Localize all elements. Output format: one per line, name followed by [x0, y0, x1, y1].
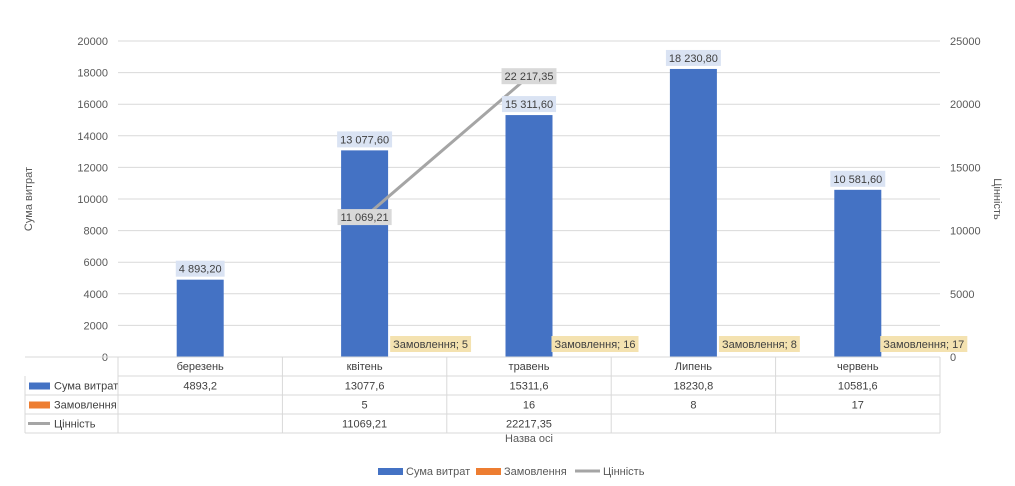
- bar: [176, 279, 224, 357]
- y-tick-label: 8000: [84, 226, 108, 238]
- y-tick-label: 10000: [77, 194, 108, 206]
- y2-tick-label: 20000: [950, 99, 981, 111]
- category-label: Липень: [675, 361, 713, 373]
- data-label-text: 11 069,21: [341, 212, 389, 224]
- data-label-text: 10 581,60: [833, 174, 882, 186]
- data-label-box: [175, 260, 225, 277]
- category-label: травень: [509, 361, 550, 373]
- legend-label: Сума витрат: [406, 466, 470, 478]
- table-cell: 15311,6: [510, 381, 549, 393]
- category-label: квітень: [347, 361, 383, 373]
- data-label-box: [390, 336, 472, 352]
- bar: [834, 189, 882, 357]
- legend-label: Цінність: [603, 466, 645, 478]
- y2-axis-title: Цінність: [991, 178, 1003, 220]
- data-label-box: [501, 96, 557, 113]
- table-cell: 22217,35: [506, 419, 552, 431]
- data-label-box: [337, 209, 392, 226]
- y-tick-label: 0: [102, 352, 108, 364]
- data-label: Замовлення; 5: [390, 336, 472, 352]
- data-label: 13 077,60: [337, 131, 393, 148]
- y-tick-label: 12000: [77, 162, 108, 174]
- data-label-text: 18 230,80: [669, 53, 718, 65]
- data-label-text: 22 217,35: [505, 71, 554, 83]
- table-series-name: Цінність: [54, 419, 96, 431]
- y-tick-label: 4000: [84, 289, 108, 301]
- data-label: Замовлення; 8: [718, 336, 800, 352]
- y2-tick-label: 25000: [950, 36, 981, 48]
- data-label: Замовлення; 16: [551, 336, 639, 352]
- y-tick-label: 6000: [84, 257, 108, 269]
- data-label-text: Замовлення; 16: [554, 339, 635, 351]
- y2-tick-label: 0: [950, 352, 956, 364]
- legend-label: Замовлення: [504, 466, 567, 478]
- y2-tick-label: 5000: [950, 289, 974, 301]
- data-label-box: [551, 336, 639, 352]
- table-cell: 18230,8: [674, 381, 714, 393]
- y-tick-label: 14000: [77, 131, 108, 143]
- bar: [505, 115, 553, 357]
- data-label-text: Замовлення; 5: [393, 339, 468, 351]
- table-series-name: Сума витрат: [54, 381, 118, 393]
- data-label-text: Замовлення; 8: [722, 339, 797, 351]
- legend-key: [378, 468, 403, 475]
- y2-tick-label: 10000: [950, 226, 981, 238]
- y-tick-label: 2000: [84, 320, 108, 332]
- data-label-box: [337, 131, 393, 148]
- data-label-text: 13 077,60: [340, 134, 389, 146]
- data-label-box: [880, 336, 968, 352]
- table-cell: 5: [362, 400, 368, 412]
- bar: [669, 68, 717, 357]
- data-label: 22 217,35: [501, 68, 557, 85]
- data-label-box: [830, 170, 886, 187]
- table-cell: 17: [852, 400, 864, 412]
- data-label: 4 893,20: [175, 260, 225, 277]
- data-label-text: Замовлення; 17: [883, 339, 964, 351]
- y2-tick-label: 15000: [950, 162, 981, 174]
- x-axis-title: Назва осі: [505, 433, 553, 445]
- bar: [341, 150, 389, 357]
- table-series-name: Замовлення: [54, 400, 117, 412]
- table-legend-key: [29, 382, 50, 390]
- table-cell: 16: [523, 400, 535, 412]
- category-label: червень: [837, 361, 879, 373]
- table-cell: 4893,2: [183, 381, 217, 393]
- data-label: Замовлення; 17: [880, 336, 968, 352]
- data-label-box: [501, 68, 557, 85]
- table-cell: 13077,6: [345, 381, 385, 393]
- data-label: 18 230,80: [665, 49, 721, 66]
- y-axis-title: Сума витрат: [23, 167, 35, 231]
- category-label: березень: [177, 361, 224, 373]
- data-label: 11 069,21: [337, 209, 392, 226]
- legend-key: [476, 468, 501, 475]
- data-label: 15 311,60: [501, 96, 557, 113]
- table-cell: 10581,6: [838, 381, 878, 393]
- data-label-box: [718, 336, 800, 352]
- y-tick-label: 20000: [77, 36, 108, 48]
- y-tick-label: 16000: [77, 99, 108, 111]
- table-legend-key: [29, 401, 50, 409]
- data-label-box: [665, 49, 721, 66]
- table-cell: 8: [690, 400, 696, 412]
- table-cell: 11069,21: [342, 419, 387, 431]
- data-label: 10 581,60: [830, 170, 886, 187]
- data-label-text: 4 893,20: [179, 264, 222, 276]
- value-line: [363, 75, 530, 219]
- data-label-text: 15 311,60: [505, 99, 553, 111]
- y-tick-label: 18000: [77, 68, 108, 80]
